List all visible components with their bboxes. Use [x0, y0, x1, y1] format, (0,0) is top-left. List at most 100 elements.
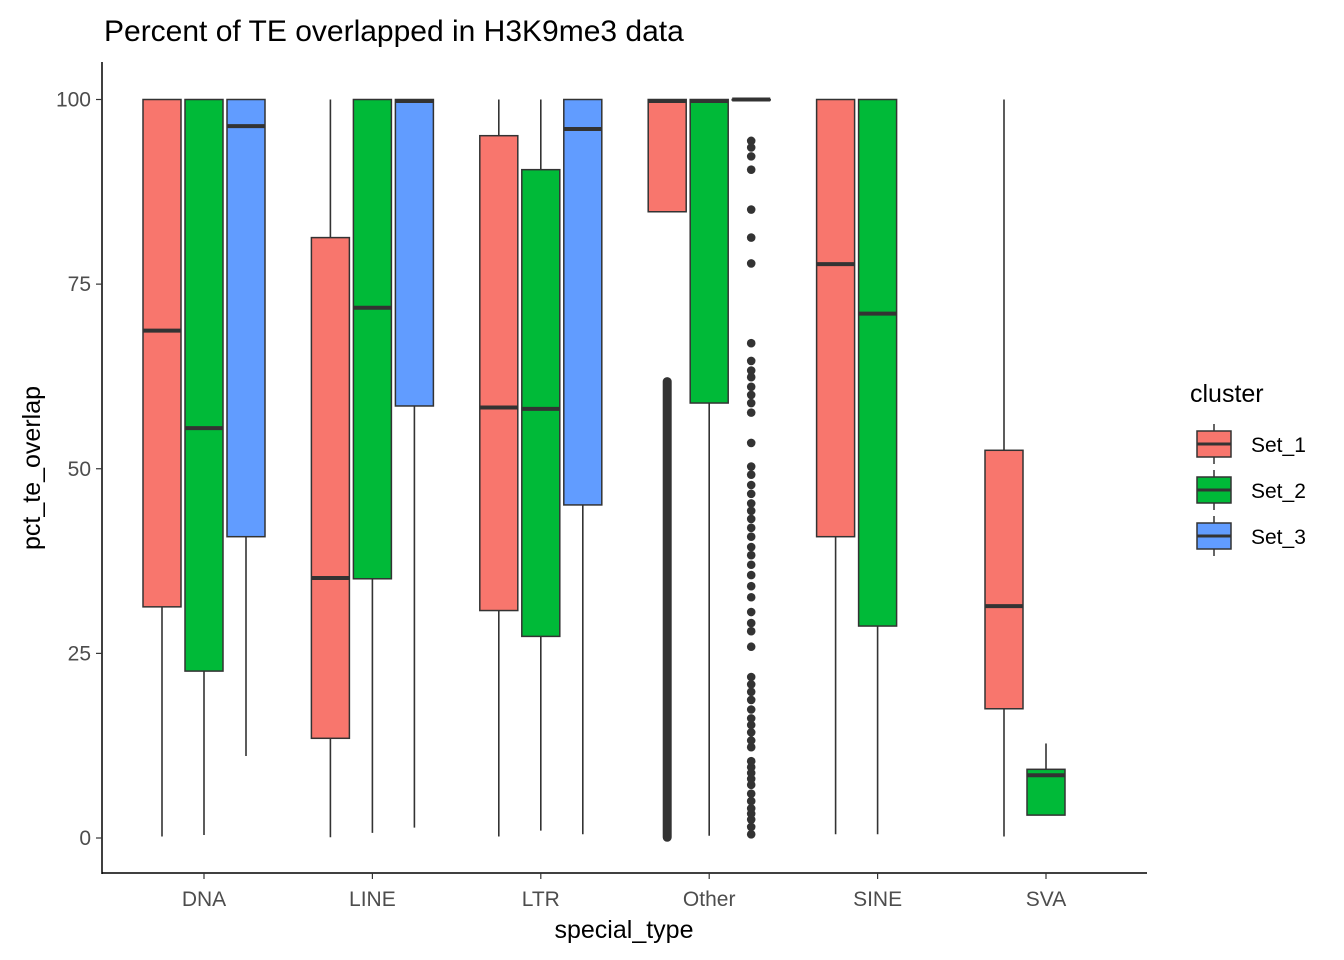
plot-area [142, 97, 1066, 842]
outlier-point [746, 438, 756, 448]
outlier-point [746, 822, 756, 832]
box-Set_2-DNA [184, 98, 224, 836]
outlier-point [746, 720, 756, 730]
outlier-point [746, 356, 756, 366]
outlier-point [746, 705, 756, 714]
outlier-point [746, 366, 756, 375]
outlier-point [746, 560, 756, 570]
y-tick-label: 25 [68, 642, 91, 665]
box-iqr [521, 168, 561, 638]
legend-label: Set_1 [1251, 434, 1306, 457]
box-iqr [352, 98, 393, 580]
legend-label: Set_2 [1251, 480, 1306, 503]
x-tick-label: Other [683, 888, 736, 911]
y-tick-label: 100 [56, 89, 91, 112]
box-iqr [394, 98, 435, 407]
chart-title: Percent of TE overlapped in H3K9me3 data [104, 15, 684, 48]
box-iqr [689, 98, 729, 404]
outlier-point [746, 532, 756, 541]
box-iqr [479, 134, 519, 612]
outlier-point [746, 687, 756, 697]
legend-title: cluster [1190, 380, 1264, 408]
outlier-point [746, 607, 756, 617]
box-Set_3-DNA [226, 98, 266, 757]
outlier-point [746, 259, 756, 268]
outlier-point [746, 804, 756, 813]
x-axis-title: special_type [555, 916, 694, 944]
box-Set_1-SINE [815, 98, 856, 835]
x-tick-label: LTR [522, 888, 560, 911]
outlier-point [746, 618, 756, 628]
outlier-point [746, 338, 756, 348]
outlier-point [746, 672, 756, 682]
y-tick-label: 0 [79, 827, 91, 850]
outlier-point [746, 581, 756, 591]
outlier-point [746, 626, 756, 636]
outlier-point [746, 736, 756, 745]
box-iqr [815, 98, 856, 538]
box-iqr [984, 449, 1024, 710]
outlier-point [746, 136, 756, 146]
x-tick-label: SVA [1026, 888, 1066, 911]
box-Set_1-LTR [479, 99, 519, 837]
box-Set_2-LTR [521, 99, 561, 831]
outlier-point [746, 506, 756, 516]
outlier-point [746, 830, 756, 839]
outlier-point [746, 789, 756, 798]
legend: Set_1 Set_2 Set_3 [1196, 424, 1306, 556]
outlier-point [746, 390, 756, 400]
box-iqr [184, 98, 224, 672]
x-tick-label: DNA [182, 888, 226, 911]
outlier-point [746, 728, 756, 737]
outlier-point [746, 408, 756, 417]
box-Set_1-LINE [310, 99, 351, 838]
outlier-point [746, 756, 756, 766]
x-tick-label: LINE [349, 888, 396, 911]
outlier-point [746, 780, 756, 790]
x-tick-label: SINE [853, 888, 902, 911]
box-Set_2-SVA [1026, 743, 1066, 816]
box-Set_3-LTR [563, 98, 603, 835]
outlier-point [746, 570, 756, 580]
outlier-point [746, 523, 756, 533]
outlier-point [746, 372, 756, 382]
outlier-point [746, 205, 756, 214]
y-tick-label: 50 [68, 458, 91, 481]
outlier-point [746, 695, 756, 705]
outlier-band [662, 377, 672, 842]
box-Set_2-Other [689, 98, 729, 836]
outlier-point [746, 499, 756, 508]
outlier-point [746, 514, 756, 524]
outlier-point [746, 152, 756, 161]
outlier-point [746, 815, 756, 824]
outlier-point [746, 462, 756, 471]
outlier-point [746, 592, 756, 602]
box-iqr [563, 98, 603, 506]
outlier-point [746, 680, 756, 689]
outlier-point [746, 470, 756, 479]
outlier-point [746, 382, 756, 392]
outlier-point [746, 796, 756, 806]
y-axis-title: pct_te_overlap [18, 386, 46, 550]
legend-entry-Set_3: Set_3 [1196, 516, 1306, 556]
outlier-point [746, 489, 756, 499]
box-iqr [310, 236, 351, 740]
box-Set_2-LINE [352, 98, 393, 833]
box-Set_2-SINE [857, 98, 898, 835]
outlier-point [746, 165, 756, 174]
outlier-point [746, 774, 756, 784]
outlier-point [746, 143, 756, 152]
outlier-point [746, 550, 756, 560]
box-iqr [857, 98, 898, 627]
outlier-point [746, 642, 756, 652]
x-axis-ticks: DNA LINE LTR Other SINE SVA [182, 873, 1066, 911]
box-iqr [647, 98, 687, 213]
box-Set_3-LINE [394, 98, 435, 828]
box-iqr [142, 98, 182, 608]
outlier-point [746, 480, 756, 490]
y-tick-label: 75 [68, 273, 91, 296]
box-iqr [226, 98, 266, 538]
box-Set_1-DNA [142, 98, 182, 837]
outlier-point [746, 742, 756, 752]
